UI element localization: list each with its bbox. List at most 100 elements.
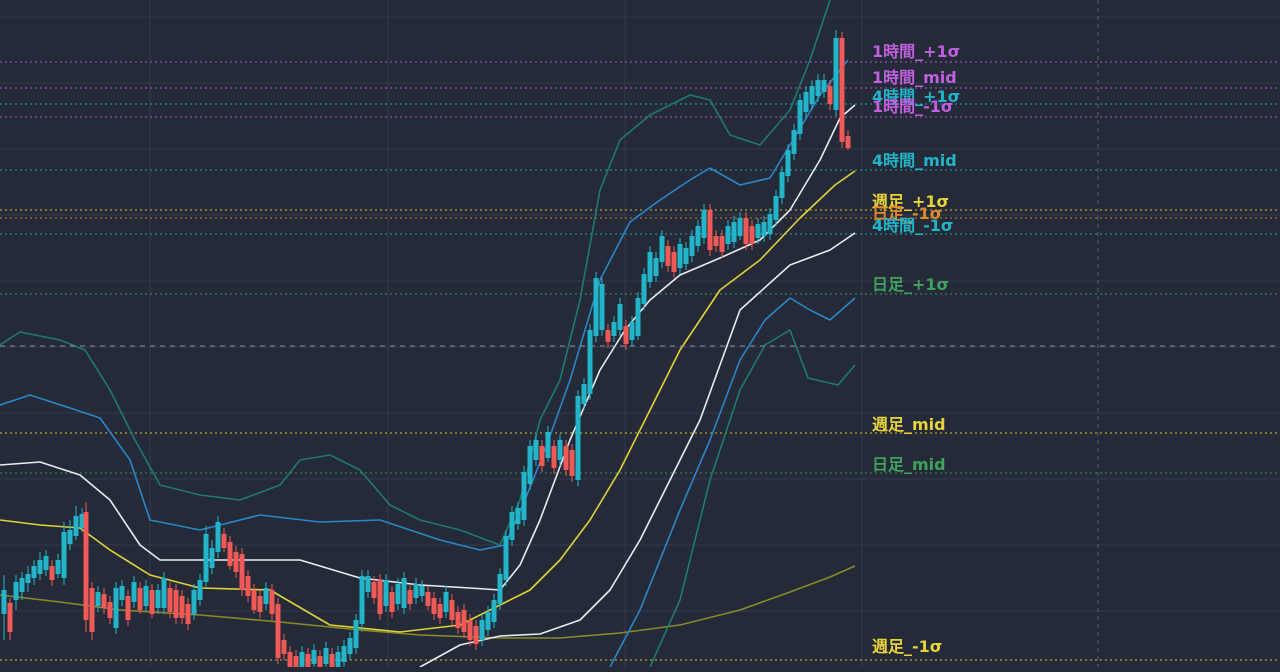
candle-body [479, 620, 485, 640]
candle [791, 124, 797, 160]
candle-body [545, 432, 551, 458]
candle-body [233, 552, 239, 572]
candle [707, 204, 713, 256]
candle-body [329, 654, 335, 667]
candle-body [137, 588, 143, 610]
candle [305, 648, 311, 667]
candle-body [341, 646, 347, 662]
candle [443, 586, 449, 618]
candle [605, 324, 611, 348]
candle [209, 540, 215, 574]
candle [617, 298, 623, 336]
candle [581, 378, 587, 410]
candle-body [25, 574, 31, 583]
candle-body [533, 440, 539, 460]
candle-body [155, 590, 161, 608]
candle-body [785, 150, 791, 176]
candle [641, 268, 647, 310]
candle-body [185, 604, 191, 624]
candle-body [605, 330, 611, 342]
candle-body [515, 508, 521, 524]
candle [55, 554, 61, 578]
candle-body [401, 578, 407, 608]
candle [635, 292, 641, 340]
candle [407, 584, 413, 610]
candle-body [779, 172, 785, 198]
level-label: 1時間_mid [872, 68, 957, 87]
candle-body [281, 640, 287, 654]
candle-body [461, 610, 467, 632]
level-label: 日足_mid [872, 455, 946, 474]
candle-body [251, 590, 257, 610]
candle [203, 526, 209, 588]
candle [293, 650, 299, 667]
candle-body [209, 548, 215, 568]
candle-body [599, 284, 605, 330]
candle [395, 578, 401, 610]
candle-body [431, 598, 437, 614]
indicator-lines [0, 0, 856, 668]
candle-body [725, 226, 731, 244]
candle [227, 536, 233, 570]
candle-body [815, 80, 821, 96]
candle [389, 586, 395, 618]
candle-body [191, 590, 197, 614]
candle-body [521, 472, 527, 520]
candle [191, 584, 197, 620]
candle-body [143, 586, 149, 606]
candle [317, 650, 323, 667]
candle-body [617, 304, 623, 330]
candle [575, 390, 581, 486]
candle-body [305, 654, 311, 667]
candle [197, 574, 203, 606]
candle-body [101, 594, 107, 608]
candle-body [473, 626, 479, 644]
candle-body [827, 86, 833, 104]
candle [359, 570, 365, 632]
candle-body [245, 576, 251, 596]
candle [263, 582, 269, 610]
candle [413, 578, 419, 604]
candle-body [689, 236, 695, 256]
candle [401, 572, 407, 614]
candle [251, 584, 257, 614]
candle-body [413, 584, 419, 598]
candle [425, 586, 431, 610]
candle [377, 574, 383, 620]
candle [95, 586, 101, 612]
candle-body [773, 196, 779, 220]
candle-body [13, 582, 19, 600]
candle [563, 440, 569, 476]
indicator-line [0, 565, 856, 639]
indicator-line [609, 297, 856, 668]
candle [677, 238, 683, 274]
candle [797, 94, 803, 140]
candle-body [557, 440, 563, 460]
candle-body [683, 248, 689, 264]
candle-body [731, 222, 737, 242]
candle-body [55, 560, 61, 574]
candle [569, 444, 575, 482]
candle [557, 434, 563, 466]
candle-body [671, 252, 677, 272]
candle [713, 230, 719, 252]
candle [233, 546, 239, 578]
candle [773, 190, 779, 226]
candle [749, 220, 755, 250]
candle-body [89, 588, 95, 632]
candle-body [641, 274, 647, 304]
candle-body [659, 236, 665, 262]
candle-body [797, 100, 803, 134]
candle-body [665, 246, 671, 266]
candle [383, 574, 389, 612]
level-label: 4時間_-1σ [872, 216, 953, 235]
candle-body [569, 450, 575, 476]
indicator-line [649, 329, 856, 668]
indicator-line [0, 104, 856, 591]
candle-body [701, 210, 707, 238]
candle [545, 426, 551, 462]
candle [497, 568, 503, 610]
candle [689, 230, 695, 262]
candle [737, 212, 743, 240]
